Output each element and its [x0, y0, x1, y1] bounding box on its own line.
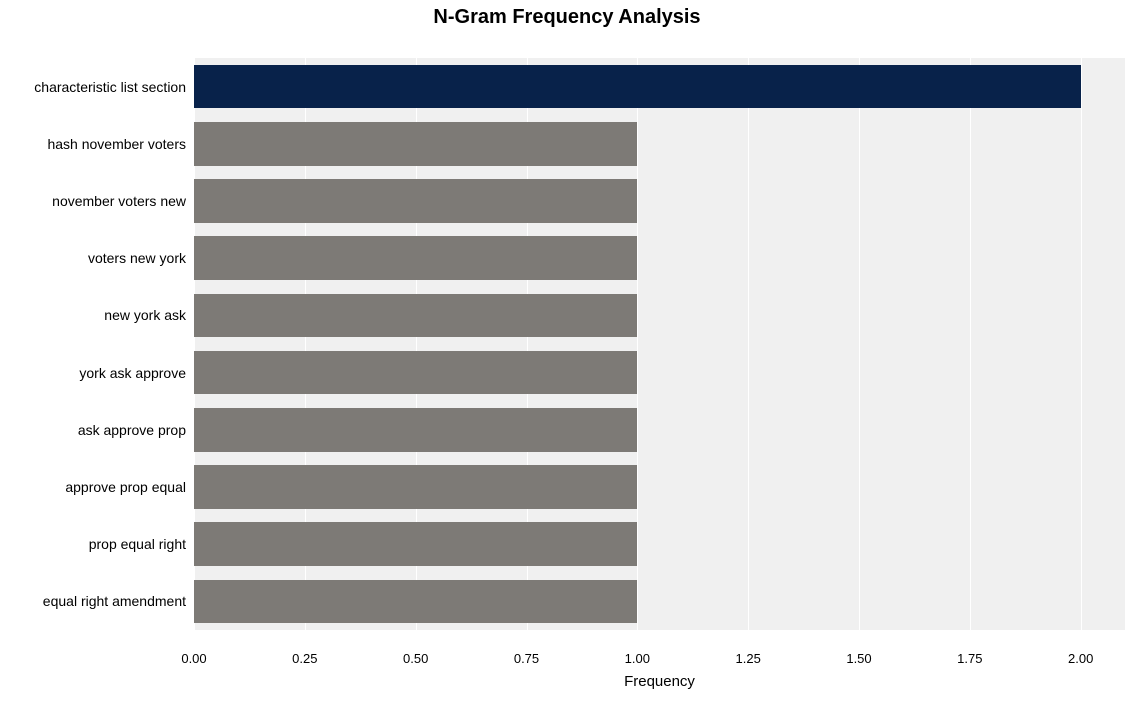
x-tick-label: 1.50: [846, 641, 871, 666]
grid-line: [748, 34, 749, 641]
grid-line: [637, 34, 638, 641]
y-tick-label: characteristic list section: [34, 79, 194, 95]
y-tick-label: voters new york: [88, 250, 194, 266]
x-axis-title: Frequency: [194, 673, 1125, 690]
bar: [194, 465, 637, 508]
x-tick-label: 1.75: [957, 641, 982, 666]
chart-title: N-Gram Frequency Analysis: [0, 6, 1134, 29]
x-tick-label: 0.75: [514, 641, 539, 666]
x-tick-label: 0.25: [292, 641, 317, 666]
bar: [194, 65, 1081, 108]
y-tick-label: york ask approve: [79, 365, 194, 381]
y-tick-label: approve prop equal: [65, 479, 194, 495]
grid-line: [859, 34, 860, 641]
y-tick-label: new york ask: [104, 307, 194, 323]
bar: [194, 294, 637, 337]
y-tick-label: hash november voters: [47, 136, 194, 152]
x-tick-label: 0.00: [181, 641, 206, 666]
x-tick-label: 1.00: [625, 641, 650, 666]
x-tick-label: 0.50: [403, 641, 428, 666]
bar: [194, 179, 637, 222]
bar: [194, 522, 637, 565]
bar: [194, 236, 637, 279]
bar: [194, 408, 637, 451]
bar: [194, 580, 637, 623]
y-tick-label: equal right amendment: [43, 593, 194, 609]
grid-line: [1081, 34, 1082, 641]
plot-area: 0.000.250.500.751.001.251.501.752.00char…: [194, 34, 1125, 641]
grid-line: [970, 34, 971, 641]
bar: [194, 351, 637, 394]
y-tick-label: ask approve prop: [78, 422, 194, 438]
y-tick-label: prop equal right: [89, 536, 194, 552]
ngram-chart: N-Gram Frequency Analysis 0.000.250.500.…: [0, 0, 1134, 701]
bar: [194, 122, 637, 165]
y-tick-label: november voters new: [52, 193, 194, 209]
x-tick-label: 2.00: [1068, 641, 1093, 666]
x-tick-label: 1.25: [736, 641, 761, 666]
